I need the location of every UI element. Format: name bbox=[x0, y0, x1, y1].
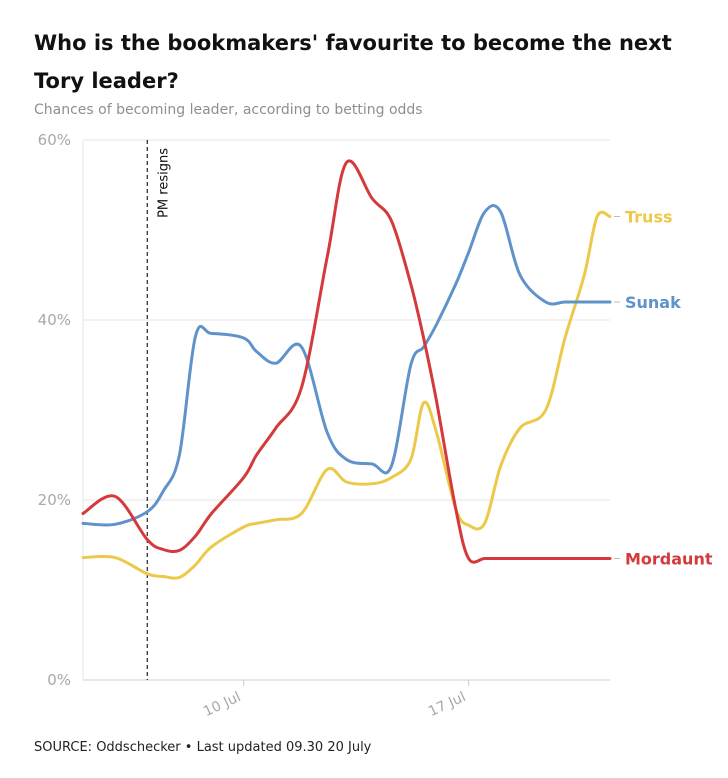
y-tick-label: 20% bbox=[38, 491, 71, 509]
y-tick-label: 60% bbox=[38, 131, 71, 149]
x-tick-label: 17 Jul bbox=[426, 689, 468, 720]
annotation: PM resigns bbox=[146, 140, 171, 680]
y-axis-ticks: 0% 20% 40% 60% bbox=[38, 131, 71, 689]
gridlines bbox=[82, 139, 610, 681]
y-tick-label: 40% bbox=[38, 311, 71, 329]
end-label-truss: Truss bbox=[625, 208, 672, 227]
pm-resigns-label: PM resigns bbox=[156, 148, 171, 218]
end-labels: Truss Sunak Mordaunt bbox=[614, 208, 713, 569]
series-line-sunak bbox=[81, 204, 612, 527]
series-lines bbox=[81, 159, 612, 580]
end-label-mordaunt: Mordaunt bbox=[625, 550, 713, 569]
series-line-mordaunt bbox=[81, 159, 612, 564]
y-tick-label: 0% bbox=[47, 671, 71, 689]
x-tick-label: 10 Jul bbox=[201, 689, 243, 720]
source-note: SOURCE: Oddschecker • Last updated 09.30… bbox=[34, 740, 372, 755]
x-axis-ticks: 10 Jul 17 Jul bbox=[201, 680, 470, 720]
chart-title: Who is the bookmakers' favourite to beco… bbox=[34, 31, 672, 93]
end-label-sunak: Sunak bbox=[625, 293, 681, 312]
chart-subtitle: Chances of becoming leader, according to… bbox=[34, 102, 423, 118]
series-line-truss bbox=[81, 210, 612, 580]
